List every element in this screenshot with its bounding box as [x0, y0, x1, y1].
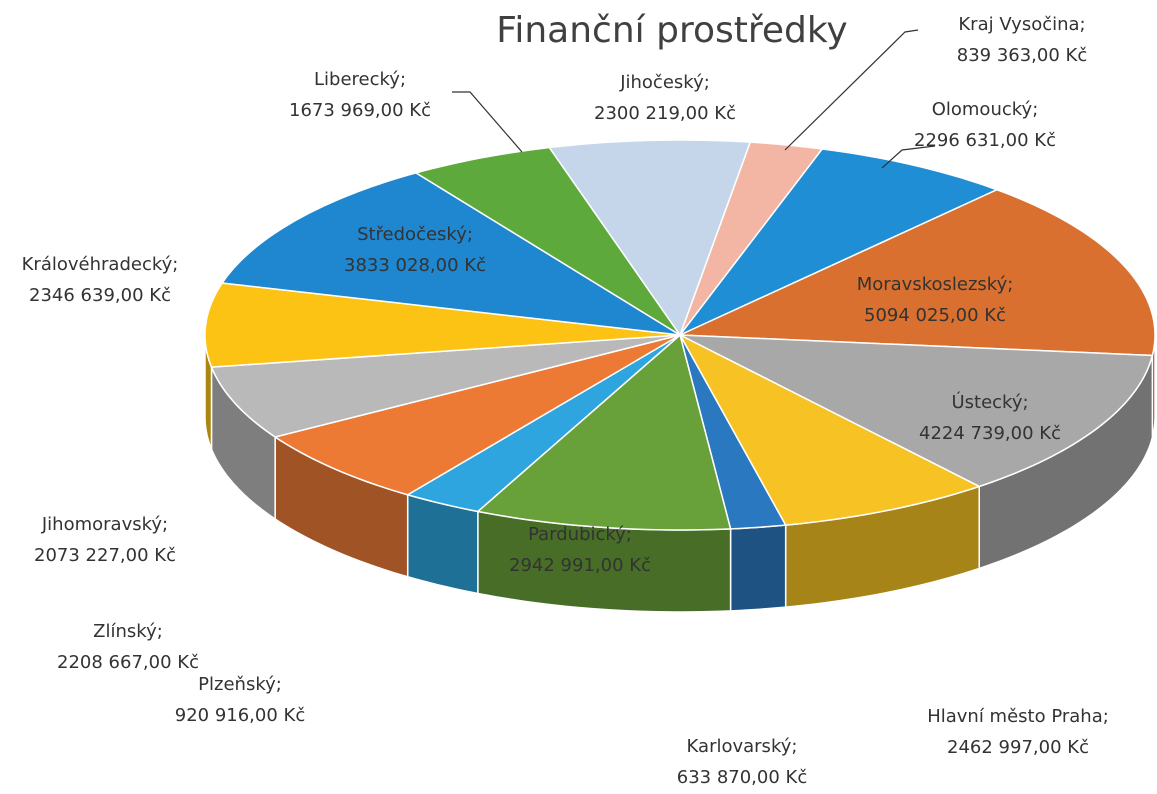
label-category: Pardubický — [528, 524, 626, 545]
slice — [476, 333, 732, 531]
label-separator: ; — [1103, 706, 1109, 727]
slice — [414, 146, 681, 336]
label-category: Plzeňský — [198, 674, 276, 695]
data-label-value: 2462 997,00 Kč — [947, 737, 1089, 758]
data-label-value: 633 870,00 Kč — [677, 767, 807, 788]
label-separator: ; — [1022, 392, 1028, 413]
label-category: Karlovarský — [687, 736, 792, 757]
data-label-value: 2942 991,00 Kč — [509, 555, 651, 576]
data-label: Olomoucký; — [932, 99, 1039, 120]
leader-line — [784, 29, 919, 151]
slice — [405, 334, 681, 513]
label-category: Středočeský — [357, 224, 467, 245]
data-label-value: 2208 667,00 Kč — [57, 652, 199, 673]
leader-line — [881, 145, 936, 169]
label-category: Moravskoslezský — [857, 274, 1008, 295]
slice — [679, 141, 824, 336]
data-label: Jihomoravský; — [41, 514, 168, 535]
label-separator: ; — [626, 524, 632, 545]
data-label: Královéhradecký; — [22, 254, 179, 275]
label-category: Zlínský — [93, 621, 157, 642]
data-label: Středočeský; — [357, 224, 473, 245]
slice — [204, 282, 681, 368]
label-separator: ; — [704, 72, 710, 93]
leader-line — [452, 91, 523, 153]
label-category: Jihomoravský — [41, 514, 163, 535]
label-category: Hlavní město Praha — [927, 706, 1103, 727]
slice — [679, 148, 999, 336]
labels: Kraj Vysočina; 839 363,00 Kč Olomoucký; 229… — [22, 14, 1109, 788]
data-label-value: 1673 969,00 Kč — [289, 100, 431, 121]
label-separator: ; — [1080, 14, 1086, 35]
data-label-value: 2073 227,00 Kč — [34, 545, 176, 566]
data-label: Ústecký; — [951, 391, 1028, 413]
data-label: Hlavní město Praha; — [927, 706, 1109, 727]
data-label: Pardubický; — [528, 524, 632, 545]
data-label-value: 2346 639,00 Kč — [29, 285, 171, 306]
data-label: Plzeňský; — [198, 674, 282, 695]
pie-tops — [204, 139, 1156, 531]
data-label-value: 839 363,00 Kč — [957, 45, 1087, 66]
slice — [548, 139, 752, 337]
label-category: Jihočeský — [619, 72, 704, 93]
label-category: Kraj Vysočina — [958, 14, 1079, 35]
slice — [273, 334, 681, 496]
slice — [679, 334, 787, 530]
data-label-value: 3833 028,00 Kč — [344, 255, 486, 276]
data-label-value: 4224 739,00 Kč — [919, 423, 1061, 444]
label-separator: ; — [400, 69, 406, 90]
data-label: Zlínský; — [93, 621, 163, 642]
label-separator: ; — [276, 674, 282, 695]
label-separator: ; — [1032, 99, 1038, 120]
chart-title: Finanční prostředky — [496, 10, 847, 51]
label-separator: ; — [467, 224, 473, 245]
slice — [220, 172, 681, 336]
slice — [679, 188, 1156, 357]
label-separator: ; — [1007, 274, 1013, 295]
label-separator: ; — [172, 254, 178, 275]
slice — [678, 333, 982, 526]
data-label-value: 2300 219,00 Kč — [594, 103, 736, 124]
slice — [210, 334, 681, 438]
label-separator: ; — [157, 621, 163, 642]
label-separator: ; — [791, 736, 797, 757]
pie-sides — [204, 334, 1156, 613]
data-label: Karlovarský; — [687, 736, 798, 757]
data-label: Moravskoslezský; — [857, 274, 1014, 295]
data-label-value: 5094 025,00 Kč — [864, 305, 1006, 326]
data-label-value: 2296 631,00 Kč — [914, 130, 1056, 151]
label-category: Olomoucký — [932, 99, 1033, 120]
data-label-value: 920 916,00 Kč — [175, 705, 305, 726]
data-label: Jihočeský; — [619, 72, 710, 93]
slice — [679, 334, 1154, 488]
label-category: Ústecký — [951, 391, 1022, 413]
label-category: Královéhradecký — [22, 254, 173, 275]
label-category: Liberecký — [314, 69, 400, 90]
slice-side — [729, 524, 787, 612]
label-separator: ; — [162, 514, 168, 535]
data-label: Liberecký; — [314, 69, 406, 90]
data-label: Kraj Vysočina; — [958, 14, 1085, 35]
